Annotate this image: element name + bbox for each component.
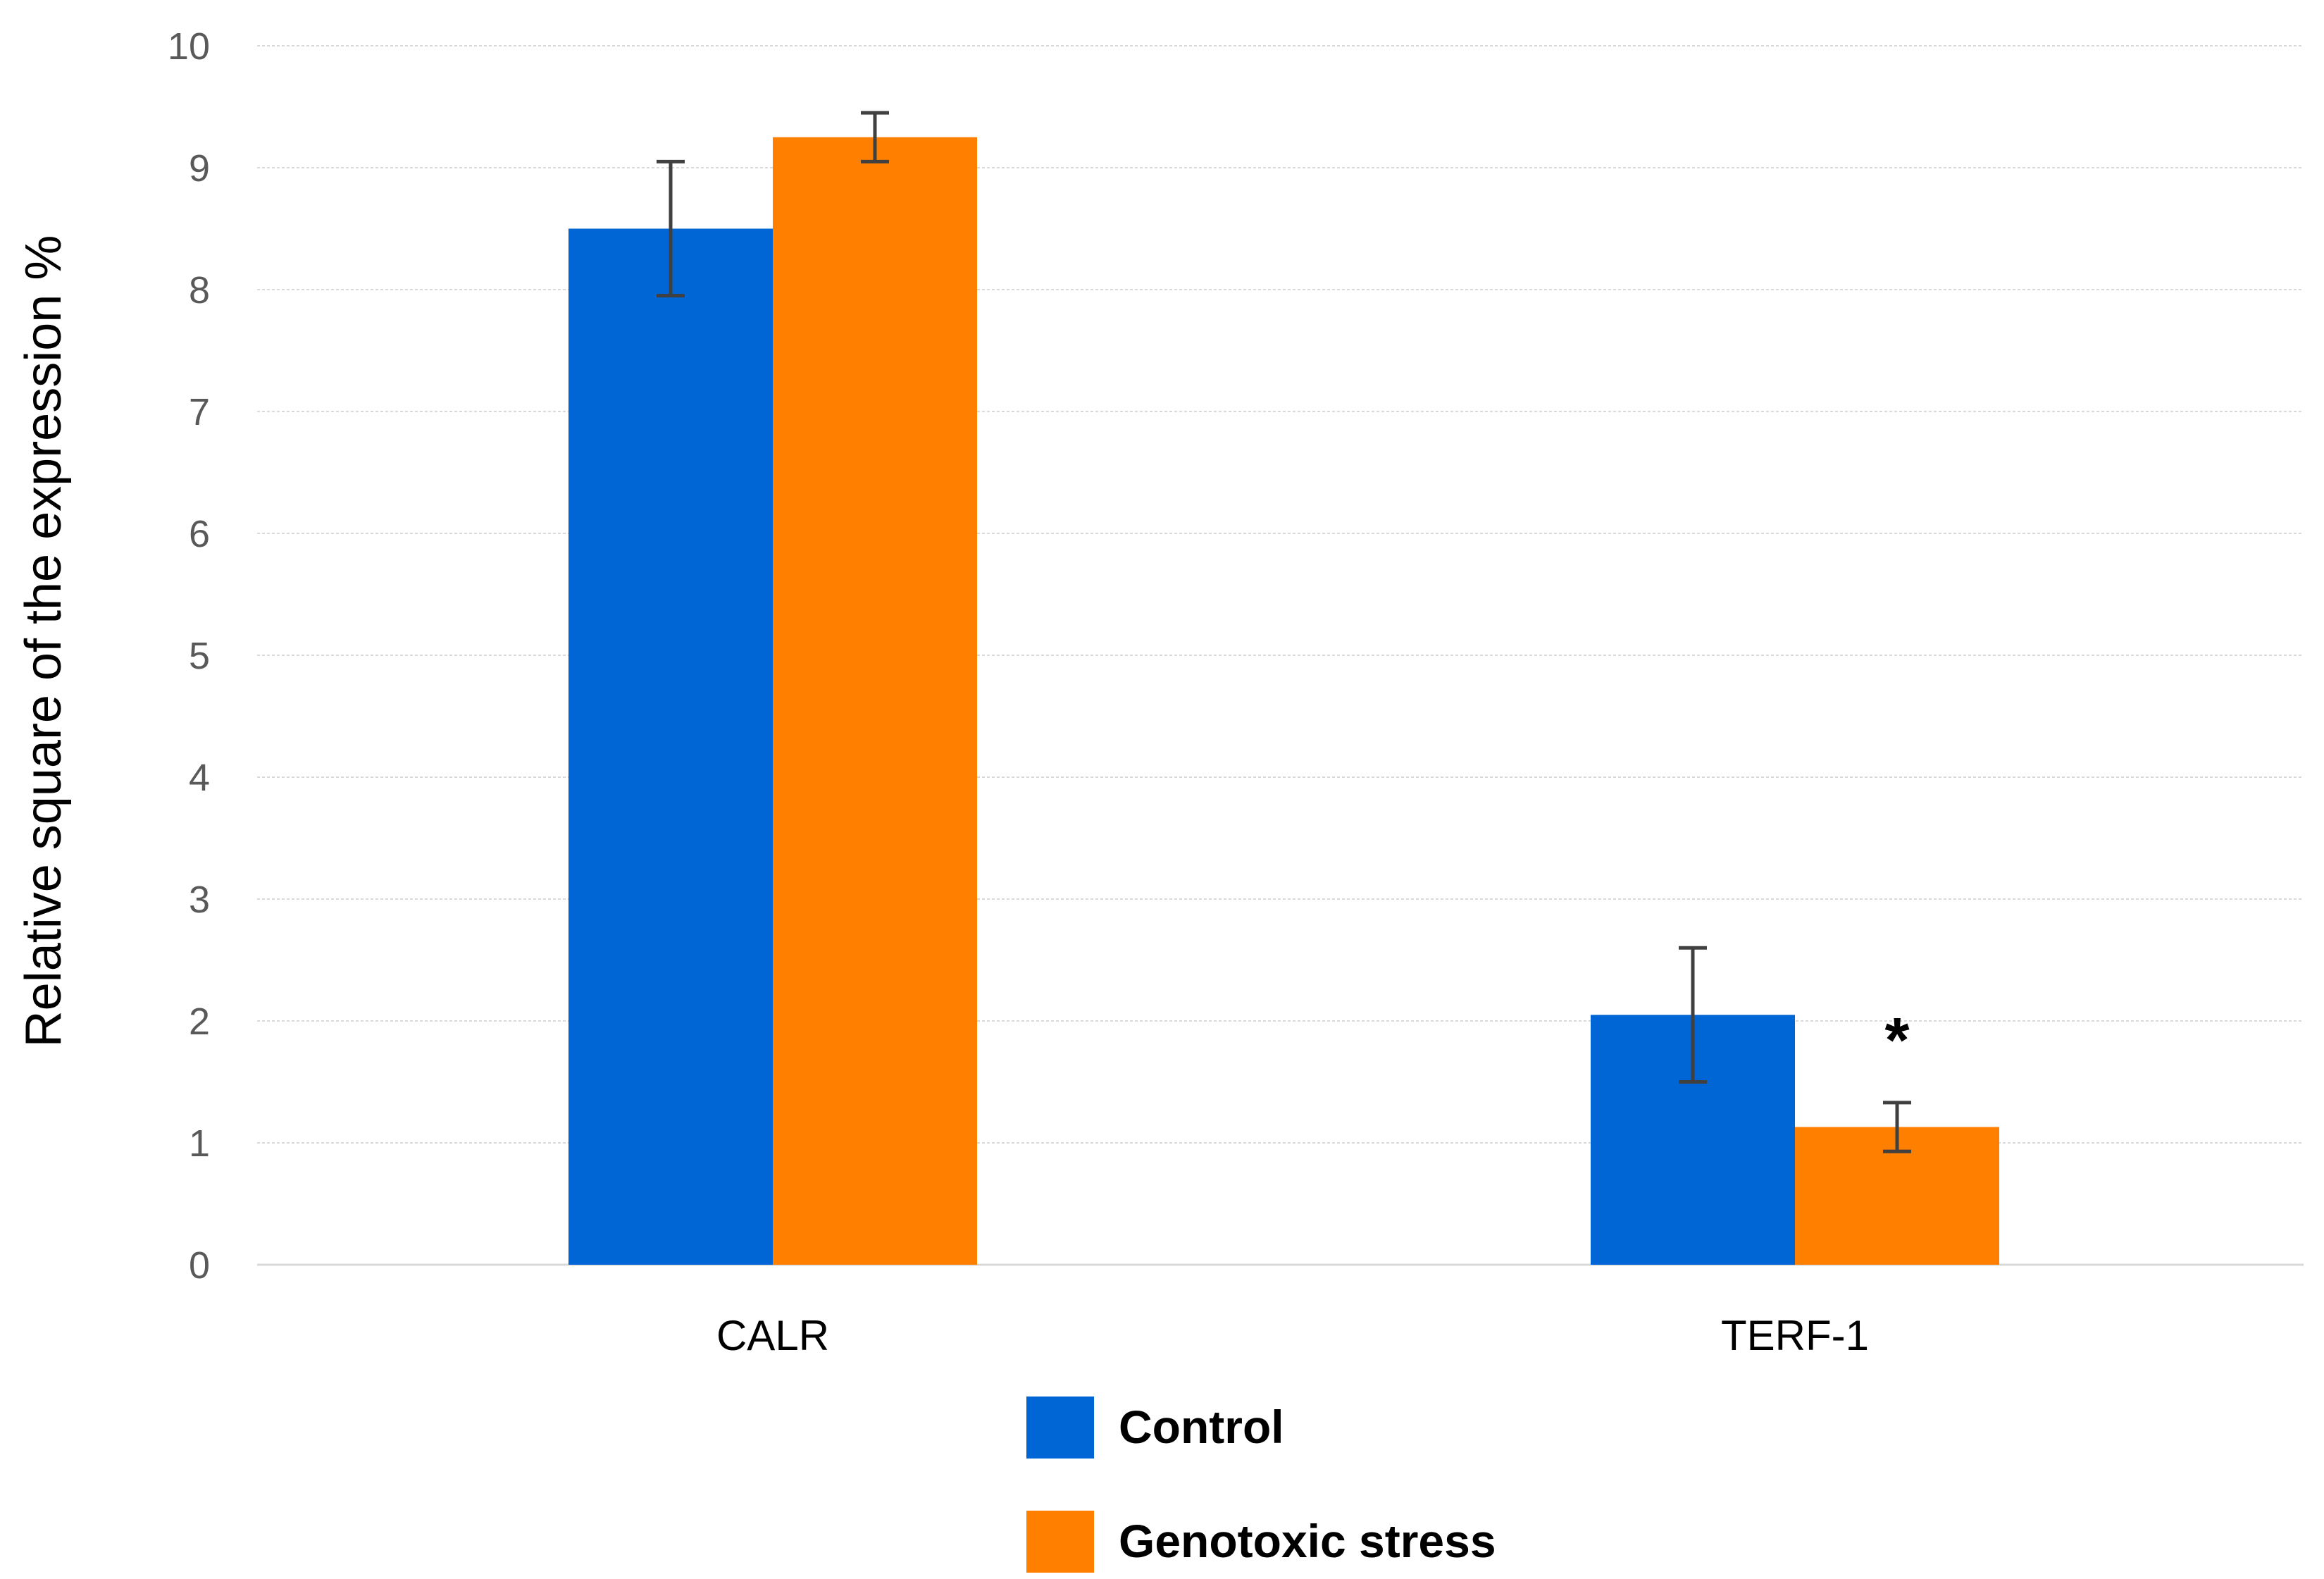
y-tick-label: 1 bbox=[189, 1122, 210, 1165]
y-tick-label: 8 bbox=[189, 269, 210, 311]
x-axis-categories: CALR TERF-1 bbox=[716, 1312, 1869, 1359]
y-tick-label: 3 bbox=[189, 879, 210, 921]
error-bar bbox=[1679, 946, 1707, 1084]
error-bar bbox=[861, 111, 889, 163]
y-axis-ticks: 0 1 2 3 4 5 6 7 8 9 10 bbox=[168, 25, 210, 1287]
error-bar bbox=[1883, 1101, 1911, 1153]
y-tick-label: 5 bbox=[189, 635, 210, 677]
y-axis-label: Relative square of the expression % bbox=[15, 235, 72, 1048]
error-bars bbox=[657, 111, 1911, 1153]
legend: Control Genotoxic stress bbox=[1026, 1397, 1496, 1573]
legend-label: Control bbox=[1119, 1401, 1284, 1453]
bar-calr-control bbox=[568, 228, 773, 1265]
y-tick-label: 9 bbox=[189, 147, 210, 190]
legend-swatch bbox=[1026, 1397, 1094, 1459]
y-tick-label: 6 bbox=[189, 513, 210, 555]
y-tick-label: 7 bbox=[189, 391, 210, 433]
gridlines bbox=[257, 45, 2304, 1266]
annotations: * bbox=[1884, 1005, 1909, 1076]
y-tick-label: 0 bbox=[189, 1244, 210, 1287]
legend-label: Genotoxic stress bbox=[1119, 1515, 1496, 1567]
bar-calr-genotoxic-stress bbox=[773, 137, 977, 1265]
y-tick-label: 2 bbox=[189, 1001, 210, 1043]
x-category-label: CALR bbox=[716, 1312, 829, 1359]
error-bar bbox=[657, 159, 685, 298]
bars bbox=[568, 137, 1999, 1265]
y-tick-label: 10 bbox=[168, 25, 210, 68]
x-category-label: TERF-1 bbox=[1721, 1312, 1869, 1359]
y-tick-label: 4 bbox=[189, 757, 210, 799]
legend-swatch bbox=[1026, 1511, 1094, 1573]
significance-marker: * bbox=[1884, 1005, 1909, 1076]
